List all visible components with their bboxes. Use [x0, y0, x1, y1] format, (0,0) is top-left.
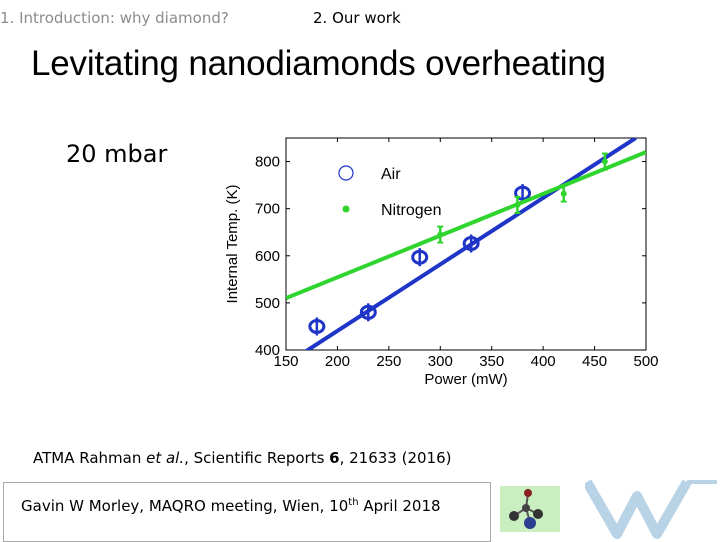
- y-tick-label: 400: [255, 342, 280, 359]
- nitrogen-point: [437, 231, 444, 238]
- footer-text: Gavin W Morley, MAQRO meeting, Wien, 10t…: [21, 497, 441, 515]
- air-point: [308, 318, 326, 334]
- pressure-label: 20 mbar: [66, 140, 168, 168]
- legend-air-marker: [338, 165, 354, 181]
- temperature-power-chart: 150 200 250 300 350 400 450 500 400 500 600 700 800 P…: [224, 137, 659, 388]
- slide-title: Levitating nanodiamonds overheating: [31, 44, 606, 83]
- legend-nitrogen-marker: [342, 205, 350, 213]
- x-tick-label: 200: [325, 353, 350, 370]
- nav-our-work[interactable]: 2. Our work: [313, 9, 401, 27]
- y-axis-label: Internal Temp. (K): [224, 185, 241, 304]
- x-tick-label: 300: [428, 353, 453, 370]
- footer-main: Gavin W Morley, MAQRO meeting, Wien, 10: [21, 497, 349, 515]
- x-tick-label: 500: [633, 353, 658, 370]
- x-axis-label: Power (mW): [424, 371, 507, 388]
- citation-etal: et al.: [146, 449, 185, 467]
- citation-journal: , Scientific Reports: [184, 449, 330, 467]
- nitrogen-point: [560, 190, 567, 197]
- fit-line-nitrogen: [286, 150, 646, 301]
- y-tick-label: 600: [255, 248, 280, 265]
- citation-volume: 6: [329, 449, 340, 467]
- nv-molecule-icon: [509, 489, 543, 529]
- fit-line-air: [304, 138, 637, 350]
- molecule-logo: [500, 486, 560, 532]
- citation: ATMA Rahman et al., Scientific Reports 6…: [33, 449, 452, 467]
- y-tick-label: 700: [255, 201, 280, 218]
- y-tick-label: 500: [255, 295, 280, 312]
- nav-introduction[interactable]: 1. Introduction: why diamond?: [0, 9, 229, 27]
- air-point: [411, 249, 429, 265]
- air-point: [359, 304, 377, 320]
- legend-air-label: Air: [381, 166, 401, 183]
- footer-sup: th: [348, 497, 359, 508]
- x-tick-label: 150: [273, 353, 298, 370]
- citation-authors: ATMA Rahman: [33, 449, 147, 467]
- air-point: [514, 185, 532, 201]
- nitrogen-point: [601, 158, 608, 165]
- nitrogen-point: [514, 201, 521, 208]
- y-tick-label: 800: [255, 154, 280, 171]
- warwick-w-logo: [585, 479, 717, 539]
- air-point: [462, 236, 480, 252]
- legend-nitrogen-label: Nitrogen: [381, 202, 441, 219]
- x-tick-label: 400: [531, 353, 556, 370]
- footer-end: April 2018: [358, 497, 441, 515]
- plot-frame: [285, 137, 647, 351]
- x-tick-label: 450: [582, 353, 607, 370]
- citation-rest: , 21633 (2016): [339, 449, 452, 467]
- x-tick-label: 350: [479, 353, 504, 370]
- x-tick-label: 250: [376, 353, 401, 370]
